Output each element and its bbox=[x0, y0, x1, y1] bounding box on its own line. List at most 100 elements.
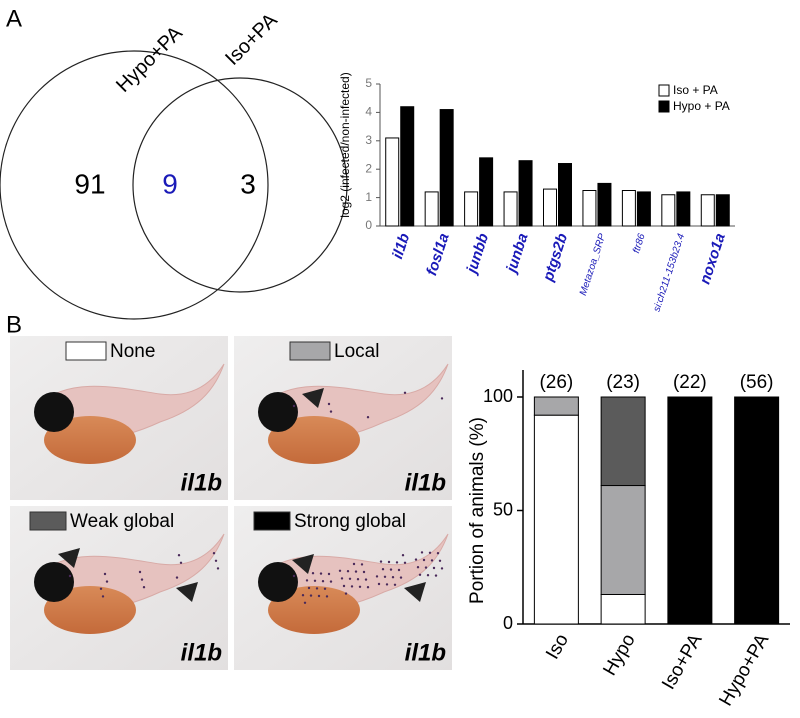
stain-dot bbox=[428, 551, 432, 554]
bar-segment bbox=[600, 396, 646, 487]
bar bbox=[700, 194, 715, 227]
stain-dot bbox=[420, 551, 424, 554]
stain-dot bbox=[416, 566, 420, 569]
bar-segment bbox=[734, 396, 780, 625]
y-tick-label: 5 bbox=[365, 76, 372, 90]
embryo-yolk bbox=[44, 416, 136, 464]
x-tick-label: il1b bbox=[389, 231, 413, 261]
stain-dot bbox=[366, 586, 370, 589]
stain-dot bbox=[414, 558, 418, 561]
legend-label: Weak global bbox=[70, 511, 174, 532]
x-tick-label: Hypo bbox=[599, 631, 639, 680]
stain-dot bbox=[383, 575, 387, 578]
bar bbox=[479, 157, 494, 227]
stain-dot bbox=[321, 580, 325, 583]
embryo-eye bbox=[34, 562, 74, 602]
stain-dot bbox=[377, 582, 381, 586]
stain-dot bbox=[434, 574, 438, 577]
stain-dot bbox=[319, 572, 323, 575]
stain-dot bbox=[216, 567, 220, 570]
legend-swatch bbox=[29, 511, 67, 531]
stain-dot bbox=[381, 568, 385, 571]
stain-dot bbox=[307, 586, 311, 590]
venn-set-label: Iso+PA bbox=[221, 9, 282, 70]
x-tick-label: Metazoa_SRP bbox=[578, 232, 608, 297]
stain-dot bbox=[391, 576, 395, 579]
stain-dot bbox=[105, 580, 109, 583]
x-tick-label: Hypo+PA bbox=[715, 630, 773, 710]
stain-dot bbox=[360, 563, 364, 566]
stain-dot bbox=[403, 391, 407, 394]
bar-segment bbox=[600, 593, 646, 625]
bar bbox=[621, 190, 636, 227]
stain-dot bbox=[346, 570, 350, 573]
stain-dot bbox=[338, 569, 342, 572]
legend-swatch bbox=[65, 341, 107, 361]
stain-dot bbox=[301, 594, 305, 597]
stain-dot bbox=[366, 416, 370, 419]
stain-dot bbox=[327, 572, 331, 576]
stain-dot bbox=[424, 566, 428, 569]
stain-dot bbox=[179, 561, 183, 564]
venn-count: 3 bbox=[240, 168, 256, 199]
group-count: (23) bbox=[606, 372, 640, 393]
stain-dot bbox=[315, 587, 319, 590]
stain-dot bbox=[214, 559, 218, 562]
stain-dot bbox=[317, 594, 321, 598]
arrowhead bbox=[404, 582, 426, 602]
y-tick-label: 50 bbox=[493, 499, 513, 519]
stain-dot bbox=[393, 583, 397, 586]
stain-dot bbox=[403, 561, 407, 564]
stain-dot bbox=[422, 558, 426, 562]
stain-dot bbox=[401, 554, 405, 557]
venn-circle bbox=[0, 50, 269, 320]
stain-dot bbox=[329, 410, 333, 413]
stain-dot bbox=[292, 574, 296, 578]
stain-dot bbox=[344, 592, 348, 595]
y-tick-label: 1 bbox=[365, 190, 372, 204]
panel-label: A bbox=[6, 5, 22, 32]
stain-dot bbox=[397, 568, 401, 572]
legend-label: Local bbox=[334, 341, 379, 362]
bar bbox=[582, 190, 597, 227]
legend-swatch bbox=[289, 341, 331, 361]
embryo-image: Weak global il1b bbox=[10, 506, 228, 670]
stain-dot bbox=[418, 573, 422, 576]
bar bbox=[543, 188, 557, 227]
stain-dot bbox=[354, 570, 358, 573]
stain-dot bbox=[305, 579, 309, 582]
venn-count: 9 bbox=[162, 168, 178, 199]
x-tick-label: Iso+PA bbox=[658, 630, 707, 693]
stain-dot bbox=[309, 594, 313, 597]
bar bbox=[385, 137, 400, 227]
bar bbox=[503, 191, 518, 227]
y-tick-label: 3 bbox=[365, 133, 372, 147]
stain-dot bbox=[329, 580, 333, 583]
stain-dot bbox=[303, 601, 307, 604]
stain-dot bbox=[399, 576, 403, 579]
x-tick-label: fosl1a bbox=[423, 231, 453, 277]
stain-dot bbox=[395, 561, 399, 564]
y-tick-label: 100 bbox=[483, 386, 513, 406]
legend-swatch bbox=[253, 511, 291, 531]
stain-dot bbox=[313, 579, 317, 582]
stain-dot bbox=[358, 585, 362, 588]
stain-dot bbox=[138, 570, 142, 574]
stain-dot bbox=[311, 572, 315, 575]
stain-dot bbox=[99, 587, 103, 590]
bar-segment bbox=[667, 396, 713, 625]
stain-dot bbox=[379, 560, 383, 563]
y-tick-label: 4 bbox=[365, 105, 372, 119]
stain-dot bbox=[352, 562, 356, 566]
x-tick-label: noxo1a bbox=[696, 231, 728, 286]
stain-dot bbox=[212, 552, 216, 555]
stain-dot bbox=[364, 578, 368, 581]
stain-dot bbox=[440, 397, 444, 400]
embryo-eye bbox=[258, 392, 298, 432]
x-tick-label: Iso bbox=[542, 631, 573, 663]
stain-dot bbox=[140, 578, 144, 581]
legend-swatch bbox=[658, 84, 670, 97]
stain-dot bbox=[292, 404, 296, 408]
embryo-yolk bbox=[268, 586, 360, 634]
